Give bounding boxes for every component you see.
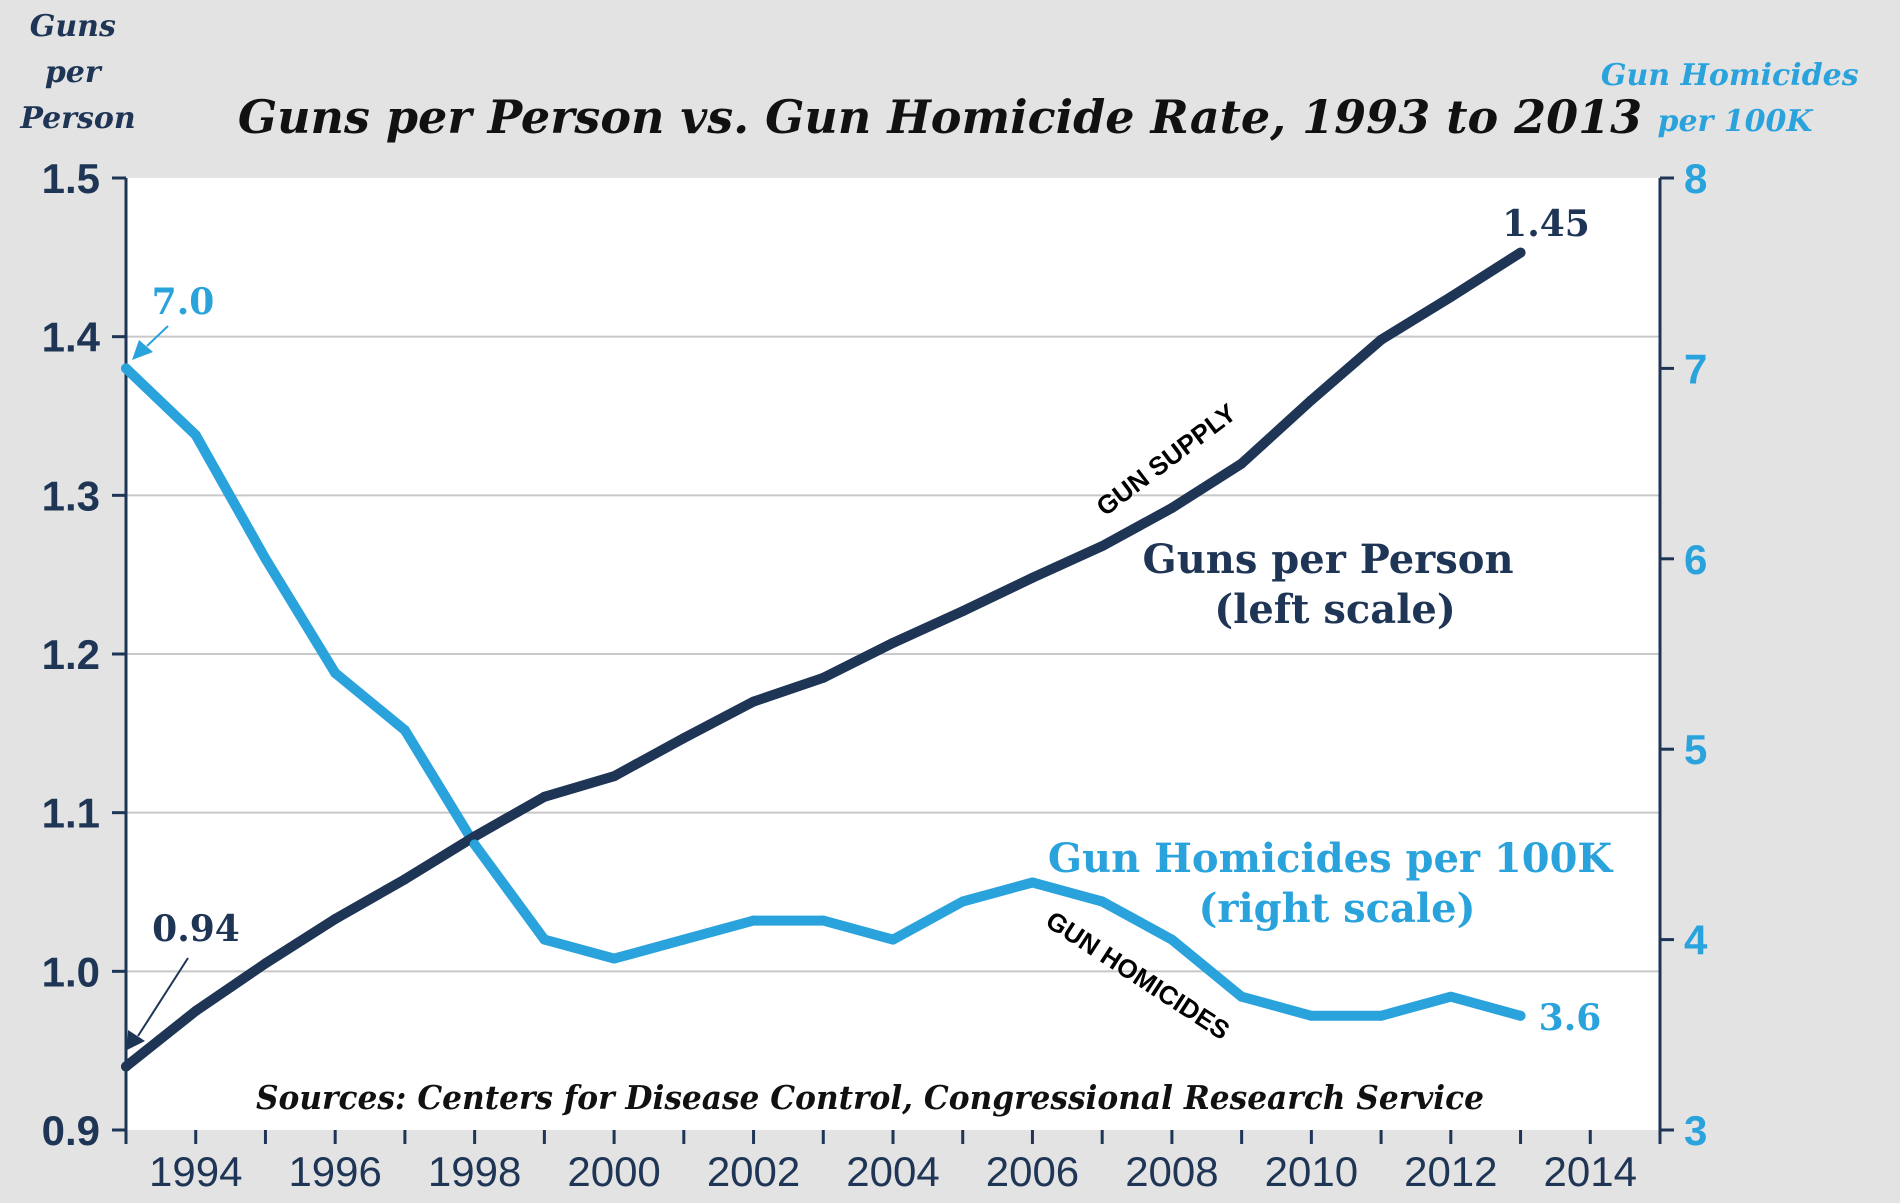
x-tick-label: 2006 bbox=[986, 1148, 1079, 1195]
guns-data-point bbox=[818, 672, 829, 683]
guns-data-point bbox=[539, 791, 550, 802]
homicides-end-label: 3.6 bbox=[1539, 997, 1602, 1039]
left-tick-label: 1.1 bbox=[42, 790, 100, 837]
homicides-start-label: 7.0 bbox=[152, 281, 215, 323]
guns-data-point bbox=[469, 831, 480, 842]
left-axis-title-line-3: Person bbox=[19, 101, 135, 136]
homicides-data-point bbox=[330, 668, 341, 679]
guns-data-point bbox=[1376, 334, 1387, 345]
guns-data-point bbox=[1166, 503, 1177, 514]
homicides-data-point bbox=[121, 363, 131, 374]
guns-series-label-line-1: Guns per Person bbox=[1143, 536, 1514, 583]
right-tick-label: 5 bbox=[1684, 726, 1707, 773]
right-tick-label: 6 bbox=[1684, 536, 1707, 583]
guns-start-label: 0.94 bbox=[152, 908, 240, 950]
guns-start-arrowhead bbox=[127, 1030, 145, 1050]
guns-data-point bbox=[748, 696, 759, 707]
guns-data-point bbox=[1445, 292, 1456, 302]
homicides-data-point bbox=[1027, 877, 1038, 888]
series-points bbox=[121, 247, 1526, 1072]
homicides-data-point bbox=[1166, 934, 1177, 945]
left-tick-label: 1.5 bbox=[42, 155, 100, 202]
right-tick-label: 3 bbox=[1684, 1107, 1707, 1154]
left-tick-label: 1.2 bbox=[42, 631, 100, 678]
homicides-data-point bbox=[399, 725, 410, 736]
guns-data-point bbox=[888, 637, 898, 648]
guns-data-point bbox=[330, 913, 341, 924]
guns-data-point bbox=[1027, 572, 1038, 583]
right-axis-ticks: 3 4 5 6 7 8 bbox=[1660, 155, 1708, 1154]
homicides-data-point bbox=[260, 553, 271, 564]
left-tick-label: 1.0 bbox=[42, 948, 100, 995]
guns-series-label-line-2: (left scale) bbox=[1214, 586, 1456, 633]
left-axis-title-line-2: per bbox=[45, 55, 103, 90]
homicides-series-label-line-1: Gun Homicides per 100K bbox=[1048, 835, 1614, 882]
guns-data-point bbox=[957, 606, 968, 617]
homicides-series-label: Gun Homicides per 100K (right scale) bbox=[1048, 835, 1626, 932]
homicides-data-point bbox=[609, 953, 620, 964]
x-tick-label: 2010 bbox=[1265, 1148, 1358, 1195]
right-axis-title-line-2: per 100K bbox=[1657, 104, 1814, 139]
guns-data-point bbox=[1097, 541, 1108, 552]
guns-end-label: 1.45 bbox=[1502, 203, 1590, 245]
left-axis-ticks: 0.9 1.0 1.1 1.2 1.3 1.4 1.5 bbox=[42, 155, 126, 1154]
homicides-data-point bbox=[539, 934, 550, 945]
x-tick-label: 2014 bbox=[1544, 1148, 1637, 1195]
homicides-data-point bbox=[1515, 1010, 1526, 1021]
guns-data-point bbox=[260, 958, 271, 969]
left-tick-label: 0.9 bbox=[42, 1107, 100, 1154]
x-tick-label: 1994 bbox=[149, 1148, 242, 1195]
guns-data-point bbox=[1236, 458, 1247, 469]
x-tick-label: 2004 bbox=[846, 1148, 939, 1195]
homicides-data-point bbox=[888, 934, 898, 945]
x-tick-label: 2012 bbox=[1404, 1148, 1497, 1195]
homicides-series-label-line-2: (right scale) bbox=[1198, 885, 1475, 932]
left-tick-label: 1.3 bbox=[42, 472, 100, 519]
homicides-data-point bbox=[1376, 1010, 1387, 1021]
homicides-start-arrowhead bbox=[132, 340, 153, 360]
homicides-data-point bbox=[190, 430, 201, 441]
homicides-data-point bbox=[1445, 991, 1456, 1002]
homicides-data-point bbox=[957, 896, 968, 907]
x-tick-label: 2008 bbox=[1125, 1148, 1218, 1195]
left-tick-label: 1.4 bbox=[42, 314, 101, 361]
source-note: Sources: Centers for Disease Control, Co… bbox=[256, 1078, 1484, 1117]
guns-data-point bbox=[190, 1006, 201, 1016]
homicides-data-point bbox=[1236, 991, 1247, 1002]
guns-start-pointer bbox=[137, 957, 189, 1037]
homicides-data-point bbox=[1306, 1010, 1317, 1021]
guns-data-point bbox=[1306, 395, 1317, 406]
x-tick-label: 1996 bbox=[288, 1148, 381, 1195]
x-tick-label: 2002 bbox=[707, 1148, 800, 1195]
homicides-data-point bbox=[678, 934, 689, 945]
guns-data-point bbox=[609, 771, 620, 782]
left-axis-title-line-1: Guns bbox=[30, 9, 116, 44]
homicides-data-point bbox=[469, 839, 480, 850]
left-axis-title: Guns per Person bbox=[19, 9, 135, 136]
homicides-start-pointer bbox=[146, 325, 169, 347]
guns-data-point bbox=[1515, 247, 1526, 258]
right-tick-label: 8 bbox=[1684, 155, 1707, 202]
guns-data-point bbox=[678, 733, 689, 744]
x-tick-label: 2000 bbox=[567, 1148, 660, 1195]
guns-data-point bbox=[121, 1061, 131, 1072]
homicides-data-point bbox=[1097, 896, 1108, 907]
right-tick-label: 7 bbox=[1684, 345, 1707, 392]
right-axis-title-line-1: Gun Homicides bbox=[1601, 58, 1859, 93]
guns-data-point bbox=[399, 874, 410, 885]
chart-title: Guns per Person vs. Gun Homicide Rate, 1… bbox=[238, 90, 1642, 144]
homicides-data-point bbox=[748, 915, 759, 926]
x-tick-label: 1998 bbox=[428, 1148, 521, 1195]
guns-series-label: Guns per Person (left scale) bbox=[1143, 536, 1528, 633]
gridlines bbox=[126, 335, 1660, 973]
right-axis-title: Gun Homicides per 100K bbox=[1601, 58, 1869, 139]
homicides-data-point bbox=[818, 915, 829, 926]
x-axis-ticks: 1994 1996 1998 2000 2002 2004 2006 2008 2010 2012… bbox=[124, 1130, 1662, 1195]
right-tick-label: 4 bbox=[1684, 917, 1708, 964]
